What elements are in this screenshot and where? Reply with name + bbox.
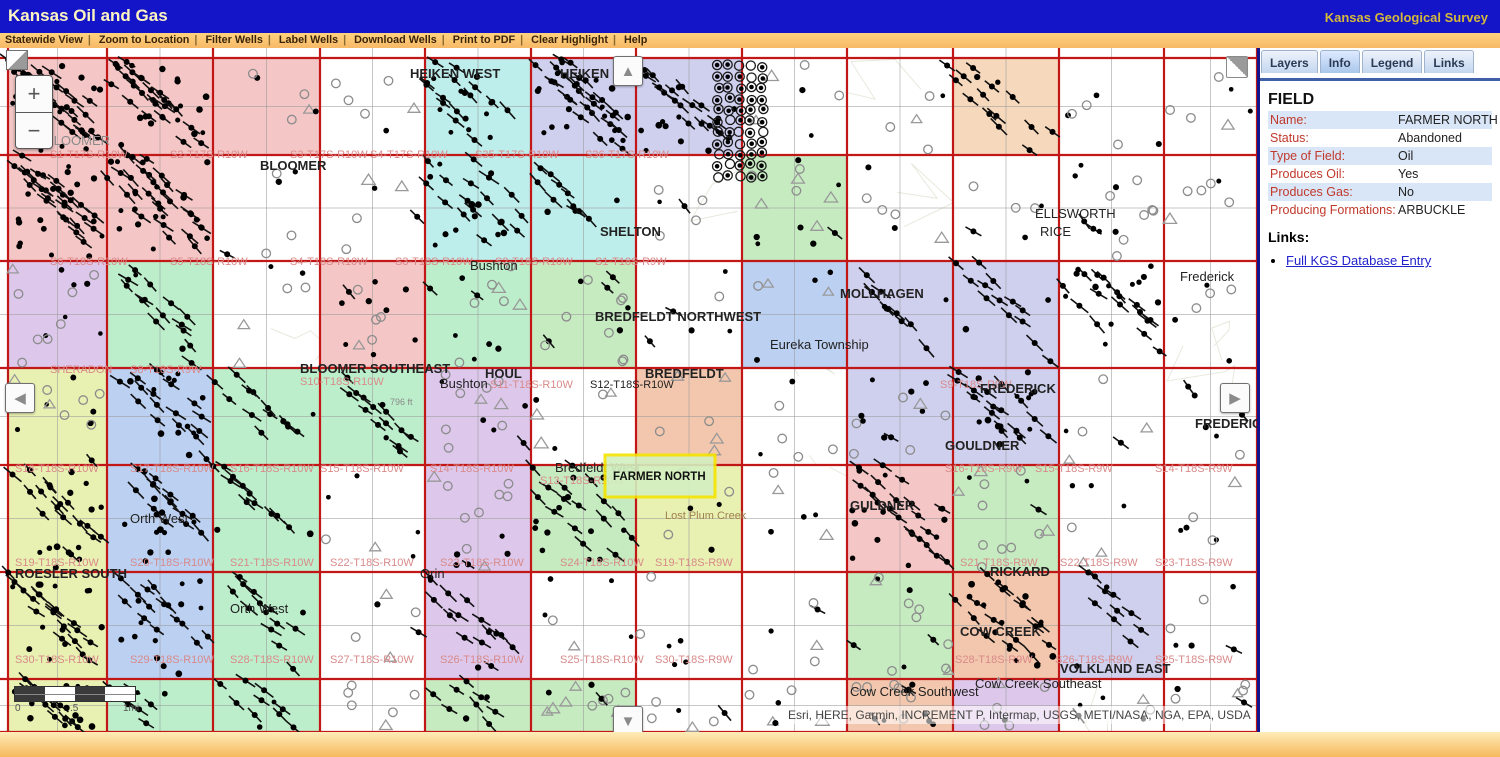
svg-text:Bushton: Bushton — [470, 258, 518, 273]
svg-text:SHELTON: SHELTON — [600, 224, 661, 239]
svg-text:S3-T17S-R10W: S3-T17S-R10W — [290, 149, 368, 161]
svg-text:S5-T18S-R10W: S5-T18S-R10W — [170, 256, 248, 268]
svg-text:GOULDNER: GOULDNER — [945, 438, 1020, 453]
svg-text:FREDERICK EAST: FREDERICK EAST — [1195, 416, 1257, 431]
svg-text:S28-T18S-R9W: S28-T18S-R9W — [955, 654, 1033, 666]
svg-text:S25-T18S-R10W: S25-T18S-R10W — [560, 654, 644, 666]
svg-text:Bushton: Bushton — [440, 376, 488, 391]
svg-text:S22-T18S-R10W: S22-T18S-R10W — [330, 557, 414, 569]
svg-text:S30-T18S-R10W: S30-T18S-R10W — [15, 654, 99, 666]
svg-text:S16-T18S-R9W: S16-T18S-R9W — [945, 463, 1023, 475]
svg-text:S15-T18S-R9W: S15-T18S-R9W — [1035, 463, 1113, 475]
svg-text:S20-T18S-R10W: S20-T18S-R10W — [130, 557, 214, 569]
svg-text:S23-T18S-R10W: S23-T18S-R10W — [440, 557, 524, 569]
svg-text:S19-T18S-R9W: S19-T18S-R9W — [655, 557, 733, 569]
svg-text:S14-T18S-R10W: S14-T18S-R10W — [430, 463, 514, 475]
svg-text:ELLSWORTH: ELLSWORTH — [1035, 206, 1116, 221]
svg-text:S21-T18S-R9W: S21-T18S-R9W — [960, 557, 1038, 569]
svg-text:S3-T18S-R10W: S3-T18S-R10W — [395, 256, 473, 268]
svg-text:S4-T18S-R10W: S4-T18S-R10W — [290, 256, 368, 268]
svg-text:BLOOMER SOUTHEAST: BLOOMER SOUTHEAST — [300, 361, 450, 376]
svg-text:FREDERICK: FREDERICK — [980, 381, 1056, 396]
svg-text:S25-T18S-R9W: S25-T18S-R9W — [1155, 654, 1233, 666]
svg-text:S4-T17S-R10W: S4-T17S-R10W — [370, 149, 448, 161]
svg-text:S8-T18S-R9W: S8-T18S-R9W — [130, 364, 202, 376]
svg-text:S29-T18S-R10W: S29-T18S-R10W — [130, 654, 214, 666]
svg-text:HEIKEN WEST: HEIKEN WEST — [410, 66, 500, 81]
svg-text:SHERADON: SHERADON — [50, 364, 112, 376]
svg-text:796 ft: 796 ft — [390, 397, 413, 407]
svg-text:S27-T18S-R10W: S27-T18S-R10W — [330, 654, 414, 666]
svg-text:S18-T18S-R10W: S18-T18S-R10W — [15, 463, 99, 475]
svg-text:S1-T18S-R9W: S1-T18S-R9W — [595, 256, 667, 268]
svg-text:S19-T18S-R10W: S19-T18S-R10W — [15, 557, 99, 569]
svg-text:GULDNER: GULDNER — [850, 498, 915, 513]
svg-text:S16-T18S-R10W: S16-T18S-R10W — [230, 463, 314, 475]
svg-text:S36-T17S-R10W: S36-T17S-R10W — [585, 149, 669, 161]
svg-text:Frederick: Frederick — [1180, 269, 1235, 284]
svg-text:Cow Creek Southwest: Cow Creek Southwest — [850, 684, 979, 699]
svg-text:MOLLHAGEN: MOLLHAGEN — [840, 286, 924, 301]
svg-text:S35-T17S-R10W: S35-T17S-R10W — [475, 149, 559, 161]
svg-text:S21-T18S-R10W: S21-T18S-R10W — [230, 557, 314, 569]
svg-text:HEIKEN: HEIKEN — [560, 66, 609, 81]
svg-text:FARMER NORTH: FARMER NORTH — [613, 471, 706, 483]
svg-text:S24-T18S-R10W: S24-T18S-R10W — [560, 557, 644, 569]
svg-text:RICE: RICE — [1040, 224, 1071, 239]
svg-text:S10-T18S-R10W: S10-T18S-R10W — [300, 376, 384, 388]
svg-text:Eureka Township: Eureka Township — [770, 337, 869, 352]
svg-text:Lost Plum Creek: Lost Plum Creek — [665, 510, 747, 522]
svg-text:COW CREEK: COW CREEK — [960, 624, 1042, 639]
svg-text:S1-T17S-R10W: S1-T17S-R10W — [50, 149, 128, 161]
svg-text:S15-T18S-R10W: S15-T18S-R10W — [320, 463, 404, 475]
svg-text:S22-T18S-R9W: S22-T18S-R9W — [1060, 557, 1138, 569]
svg-text:Orth West: Orth West — [130, 511, 189, 526]
svg-text:S23-T18S-R9W: S23-T18S-R9W — [1155, 557, 1233, 569]
svg-text:BREDFELDT: BREDFELDT — [645, 366, 724, 381]
svg-text:S14-T18S-R9W: S14-T18S-R9W — [1155, 463, 1233, 475]
svg-text:S30-T18S-R9W: S30-T18S-R9W — [655, 654, 733, 666]
svg-text:BLOOMER: BLOOMER — [45, 133, 110, 148]
svg-text:S11-T18S-R10W: S11-T18S-R10W — [490, 379, 574, 391]
svg-text:S26-T18S-R9W: S26-T18S-R9W — [1055, 654, 1133, 666]
svg-text:Orth West: Orth West — [230, 601, 289, 616]
svg-text:Cow Creek Southeast: Cow Creek Southeast — [975, 676, 1102, 691]
svg-text:BREDFELDT NORTHWEST: BREDFELDT NORTHWEST — [595, 309, 761, 324]
svg-text:S17-T18S-R10W: S17-T18S-R10W — [130, 463, 214, 475]
svg-text:S26-T18S-R10W: S26-T18S-R10W — [440, 654, 524, 666]
svg-text:S28-T18S-R10W: S28-T18S-R10W — [230, 654, 314, 666]
svg-text:S2-T17S-R10W: S2-T17S-R10W — [170, 149, 248, 161]
svg-text:S6-T18S-R10W: S6-T18S-R10W — [50, 256, 128, 268]
